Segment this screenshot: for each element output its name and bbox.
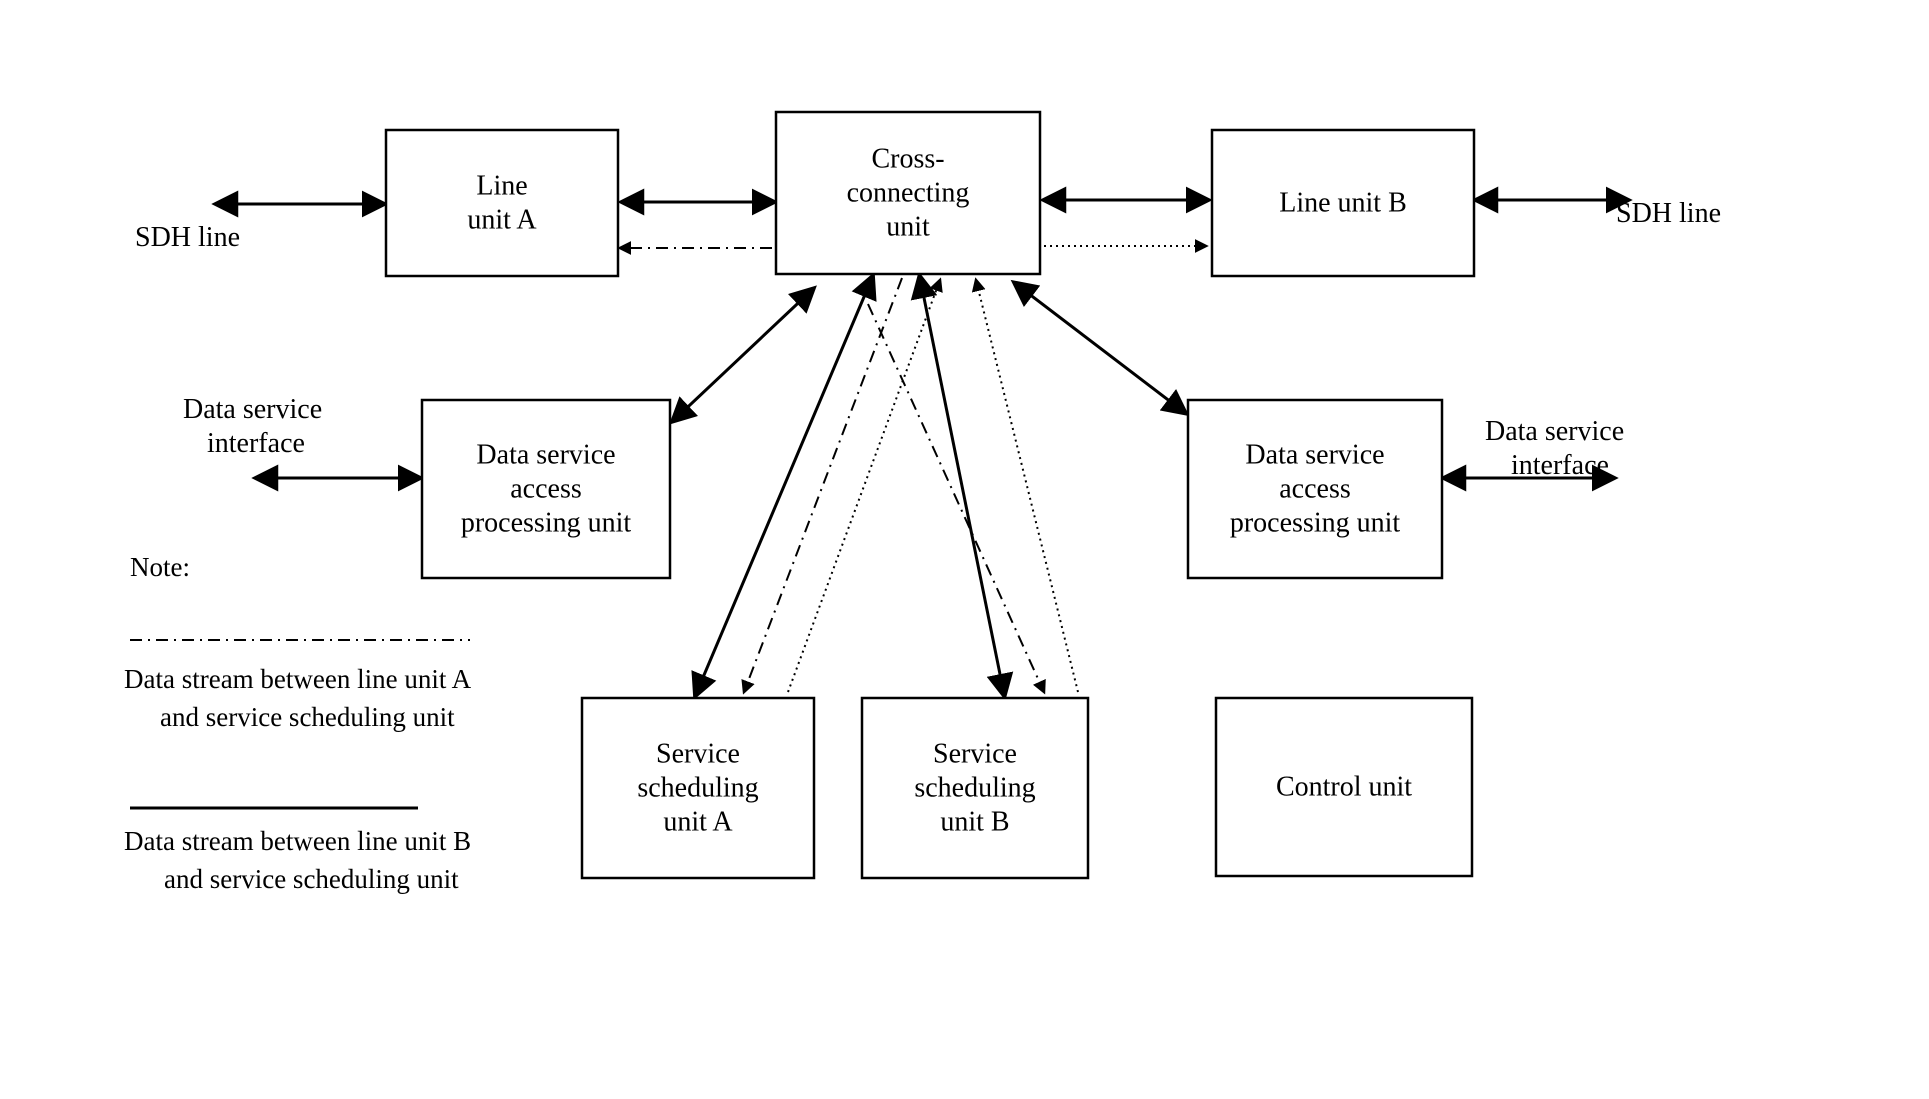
dataA-label: Data service xyxy=(476,439,615,470)
schedA-label: unit A xyxy=(663,806,733,837)
lineA-label: Line xyxy=(476,170,527,201)
dsi-left-label: interface xyxy=(207,428,305,459)
dataB-cross xyxy=(1016,284,1184,412)
dataB-label: Data service xyxy=(1245,439,1384,470)
cross-label: unit xyxy=(886,211,930,242)
dataA-label: processing unit xyxy=(461,507,632,538)
legend-entry2: Data stream between line unit B xyxy=(124,826,471,856)
schedA-label: scheduling xyxy=(637,772,758,803)
schedB-label: scheduling xyxy=(914,772,1035,803)
dataB-label: access xyxy=(1279,473,1351,504)
sdh-left-label: SDH line xyxy=(135,222,240,253)
diagram-canvas: Lineunit ACross-connectingunitLine unit … xyxy=(0,0,1929,1099)
dataA-label: access xyxy=(510,473,582,504)
legend-entry2: and service scheduling unit xyxy=(164,864,459,894)
dataA-cross xyxy=(674,290,812,420)
lineA-schedA-dot xyxy=(744,278,902,692)
lineB-schedB-solid xyxy=(920,278,1004,694)
schedA-label: Service xyxy=(656,738,740,769)
lineB-schedA-solid xyxy=(696,278,872,694)
legend-entry1: and service scheduling unit xyxy=(160,702,455,732)
dsi-left-label: Data service xyxy=(183,394,322,425)
lineA-box xyxy=(386,130,618,276)
cross-label: Cross- xyxy=(871,143,944,174)
lineA-label: unit A xyxy=(467,204,537,235)
dsi-right-label: Data service xyxy=(1485,416,1624,447)
dsi-right-label: interface xyxy=(1511,450,1609,481)
schedA-cross-dotted xyxy=(788,280,940,692)
legend-entry1: Data stream between line unit A xyxy=(124,664,472,694)
lineA-schedB-dot xyxy=(868,304,1044,692)
control-label: Control unit xyxy=(1276,771,1412,802)
schedB-label: Service xyxy=(933,738,1017,769)
dataB-label: processing unit xyxy=(1230,507,1401,538)
legend-note: Note: xyxy=(130,552,190,582)
sdh-right-label: SDH line xyxy=(1616,198,1721,229)
cross-label: connecting xyxy=(847,177,970,208)
lineB-label: Line unit B xyxy=(1279,187,1407,218)
schedB-label: unit B xyxy=(940,806,1009,837)
